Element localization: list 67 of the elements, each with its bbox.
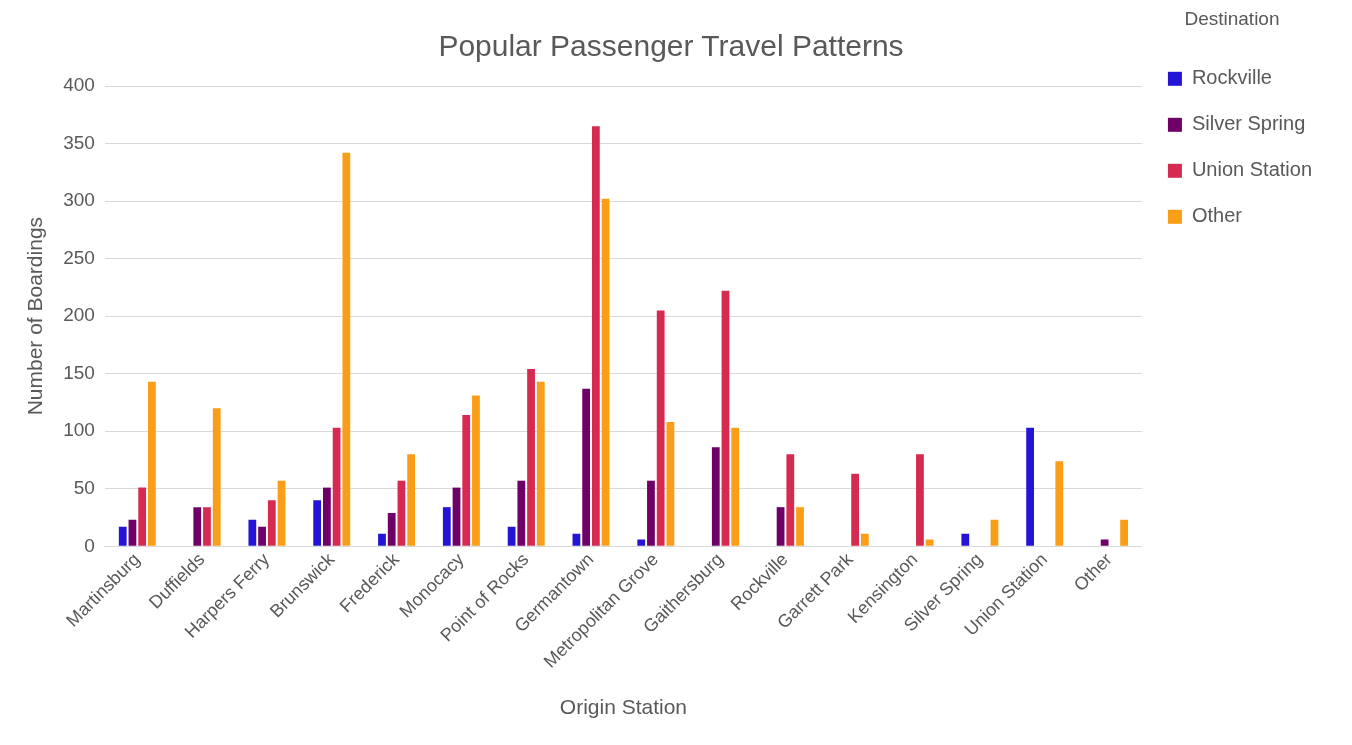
legend-label: Other (1191, 204, 1243, 227)
y-axis-title: Number of Boardings (23, 216, 47, 416)
bar (517, 480, 526, 546)
bar (277, 480, 286, 546)
bar (472, 395, 480, 546)
bar (776, 507, 785, 546)
bar (148, 381, 156, 546)
legend-label: Rockville (1191, 66, 1272, 89)
bar (387, 512, 396, 546)
bar (786, 454, 795, 546)
y-tick-label: 100 (63, 419, 95, 441)
bar (442, 507, 451, 546)
bar (731, 427, 740, 546)
y-tick-label: 200 (63, 304, 95, 326)
bar (1055, 461, 1064, 546)
bar (656, 310, 665, 546)
bar (1120, 519, 1128, 546)
bar (961, 533, 970, 546)
bar (796, 507, 804, 546)
bar (647, 480, 655, 546)
bar (248, 519, 257, 546)
bar (193, 507, 202, 546)
legend-label: Silver Spring (1191, 112, 1306, 135)
bar (332, 427, 341, 546)
bar (601, 198, 610, 546)
bar (258, 526, 266, 546)
chart-title: Popular Passenger Travel Patterns (438, 29, 904, 63)
bar (637, 539, 646, 546)
bar (203, 507, 211, 546)
bar (378, 533, 386, 546)
bar (666, 422, 675, 546)
legend-title: Destination (1184, 7, 1280, 29)
bar (916, 454, 924, 546)
bar (212, 408, 221, 546)
y-tick-label: 0 (84, 534, 95, 556)
bar (721, 290, 730, 546)
bar (138, 487, 147, 546)
y-tick-label: 350 (63, 131, 95, 153)
bar (507, 526, 516, 546)
bar (267, 500, 276, 546)
y-tick-label: 150 (63, 361, 95, 383)
bar (397, 480, 406, 546)
bar (711, 447, 720, 546)
x-axis-title: Origin Station (559, 695, 688, 719)
bar (925, 539, 934, 546)
bar (527, 369, 535, 546)
y-tick-label: 400 (63, 74, 95, 96)
bar (128, 519, 137, 546)
bar (860, 533, 869, 546)
bar (990, 519, 999, 546)
legend-label: Union Station (1191, 158, 1312, 181)
bar (313, 500, 322, 546)
bar (118, 526, 127, 546)
y-tick-label: 50 (73, 476, 95, 498)
bar (407, 454, 416, 546)
bar (462, 415, 471, 546)
bar (342, 152, 351, 546)
bar (452, 487, 461, 546)
bar (323, 487, 331, 546)
bar (582, 388, 591, 546)
bar (1100, 539, 1109, 546)
y-tick-label: 250 (63, 246, 95, 268)
y-tick-label: 300 (63, 189, 95, 211)
bar (591, 126, 600, 546)
bar (536, 381, 545, 546)
bar (851, 473, 860, 546)
bar (1026, 427, 1035, 546)
